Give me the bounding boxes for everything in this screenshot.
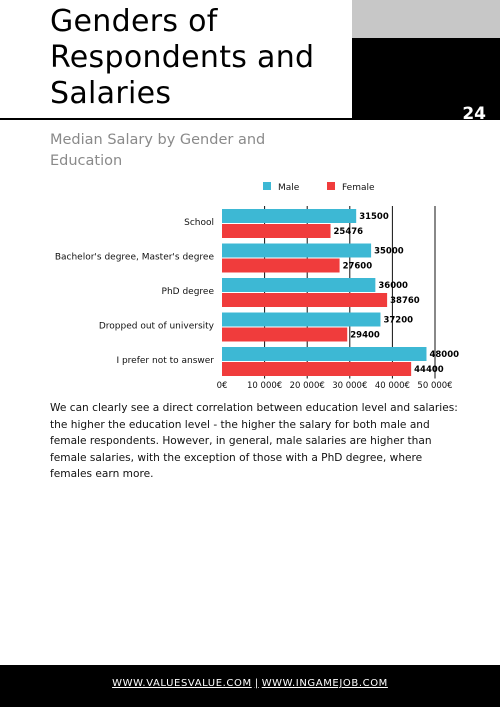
footer-bar: WWW.VALUESVALUE.COM | WWW.INGAMEJOB.COM	[0, 665, 500, 707]
legend-label-male: Male	[278, 183, 300, 193]
category-label: PhD degree	[162, 287, 215, 297]
header-black-block: 24	[352, 38, 500, 124]
chart-title: Median Salary by Gender and Education	[50, 132, 266, 169]
bar-female	[222, 224, 331, 238]
footer-links: WWW.VALUESVALUE.COM | WWW.INGAMEJOB.COM	[0, 678, 500, 689]
description-text: We can clearly see a direct correlation …	[50, 402, 458, 480]
bar-male	[222, 278, 376, 292]
legend-swatch-female	[327, 182, 335, 190]
bar-female	[222, 327, 348, 342]
data-label-male: 35000	[374, 247, 404, 257]
footer-link-ingamejob[interactable]: WWW.INGAMEJOB.COM	[261, 678, 388, 689]
data-label-male: 37200	[383, 316, 413, 326]
data-label-female: 27600	[343, 262, 373, 272]
category-label: Bachelor's degree, Master's degree	[55, 253, 215, 263]
category-label: School	[184, 218, 214, 228]
header-grey-block	[352, 0, 500, 38]
footer-separator: |	[254, 678, 259, 689]
bar-female	[222, 362, 412, 376]
data-label-female: 25476	[334, 227, 364, 237]
bar-male	[222, 347, 427, 361]
legend-label-female: Female	[342, 183, 375, 193]
x-tick-label: 20 000€	[290, 381, 325, 391]
data-label-female: 38760	[390, 296, 420, 306]
title-divider	[0, 118, 352, 120]
data-label-male: 48000	[429, 350, 459, 360]
page-number: 24	[462, 104, 486, 124]
bar-male	[222, 243, 372, 258]
data-label-female: 44400	[414, 365, 444, 375]
category-label: I prefer not to answer	[116, 356, 214, 366]
page-title: Genders of Respondents and Salaries	[50, 4, 315, 111]
salary-bar-chart: Male Female School 31500 25476 Bachelor's deg…	[55, 182, 459, 391]
bar-female	[222, 258, 340, 273]
bar-male	[222, 209, 357, 223]
category-label: Dropped out of university	[99, 322, 215, 332]
x-tick-label: 10 000€	[247, 381, 282, 391]
data-label-female: 29400	[350, 331, 380, 341]
x-tick-label: 0€	[217, 381, 228, 391]
x-tick-label: 40 000€	[375, 381, 410, 391]
legend-swatch-male	[263, 182, 271, 190]
bar-male	[222, 312, 381, 327]
bar-female	[222, 293, 388, 307]
data-label-male: 36000	[378, 281, 408, 291]
x-tick-label: 50 000€	[417, 381, 452, 391]
data-label-male: 31500	[359, 212, 389, 222]
footer-link-valuesvalue[interactable]: WWW.VALUESVALUE.COM	[112, 678, 252, 689]
x-tick-label: 30 000€	[332, 381, 367, 391]
